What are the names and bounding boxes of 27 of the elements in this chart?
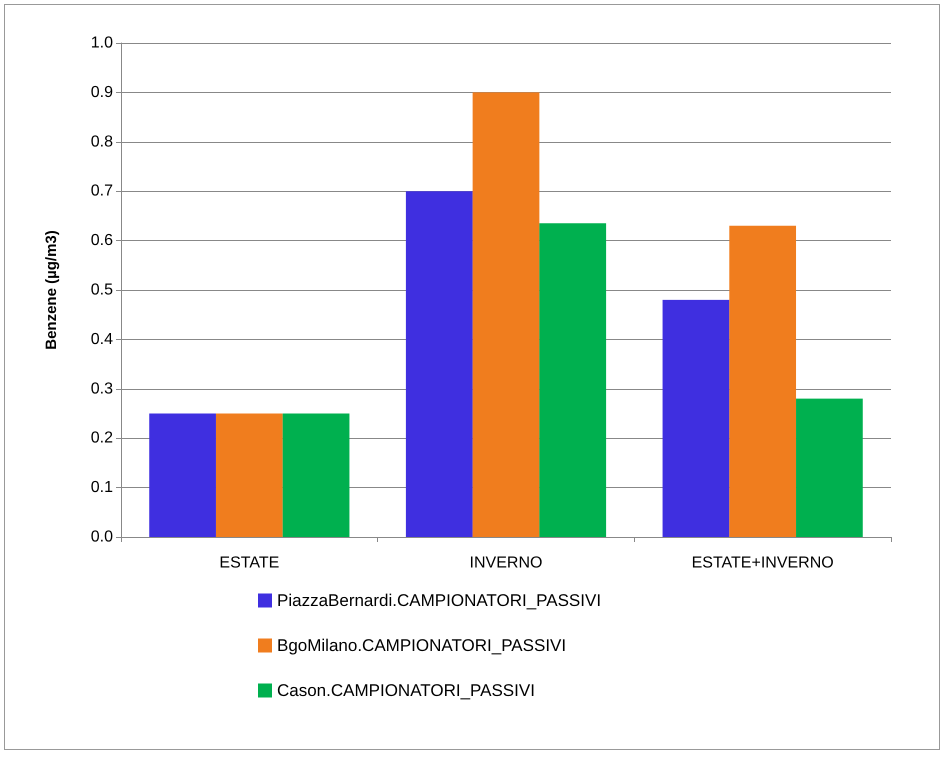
bar [539,223,606,537]
y-tick-label: 0.7 [90,182,114,200]
y-tick-label: 0.8 [90,133,114,150]
bar [282,414,350,537]
legend-label: PiazzaBernardi.CAMPIONATORI_PASSIVI [277,591,602,610]
y-tick-label: 0.4 [90,330,114,348]
y-tick-label: 0.3 [90,380,114,398]
legend-label: BgoMilano.CAMPIONATORI_PASSIVI [277,636,566,655]
bar [796,398,863,537]
y-axis-title: Benzene (µg/m3) [43,230,60,350]
bar [149,414,216,537]
bar [662,300,730,537]
bar [216,414,283,537]
x-tick-label: INVERNO [470,554,542,572]
y-tick-label: 1.0 [90,34,114,52]
y-tick-label: 0.2 [90,430,114,447]
y-tick-label: 0.1 [90,479,114,496]
y-tick-label: 0.9 [90,84,114,101]
x-tick-label: ESTATE [219,554,280,572]
y-tick-label: 0.5 [90,282,114,298]
bar [406,191,473,537]
y-tick-label: 0.6 [90,232,114,250]
x-tick-label: ESTATE+INVERNO [692,554,834,572]
y-tick-label: 0.0 [90,528,114,546]
bar [472,92,540,537]
legend-label: Cason.CAMPIONATORI_PASSIVI [277,681,535,700]
bar [729,226,796,537]
